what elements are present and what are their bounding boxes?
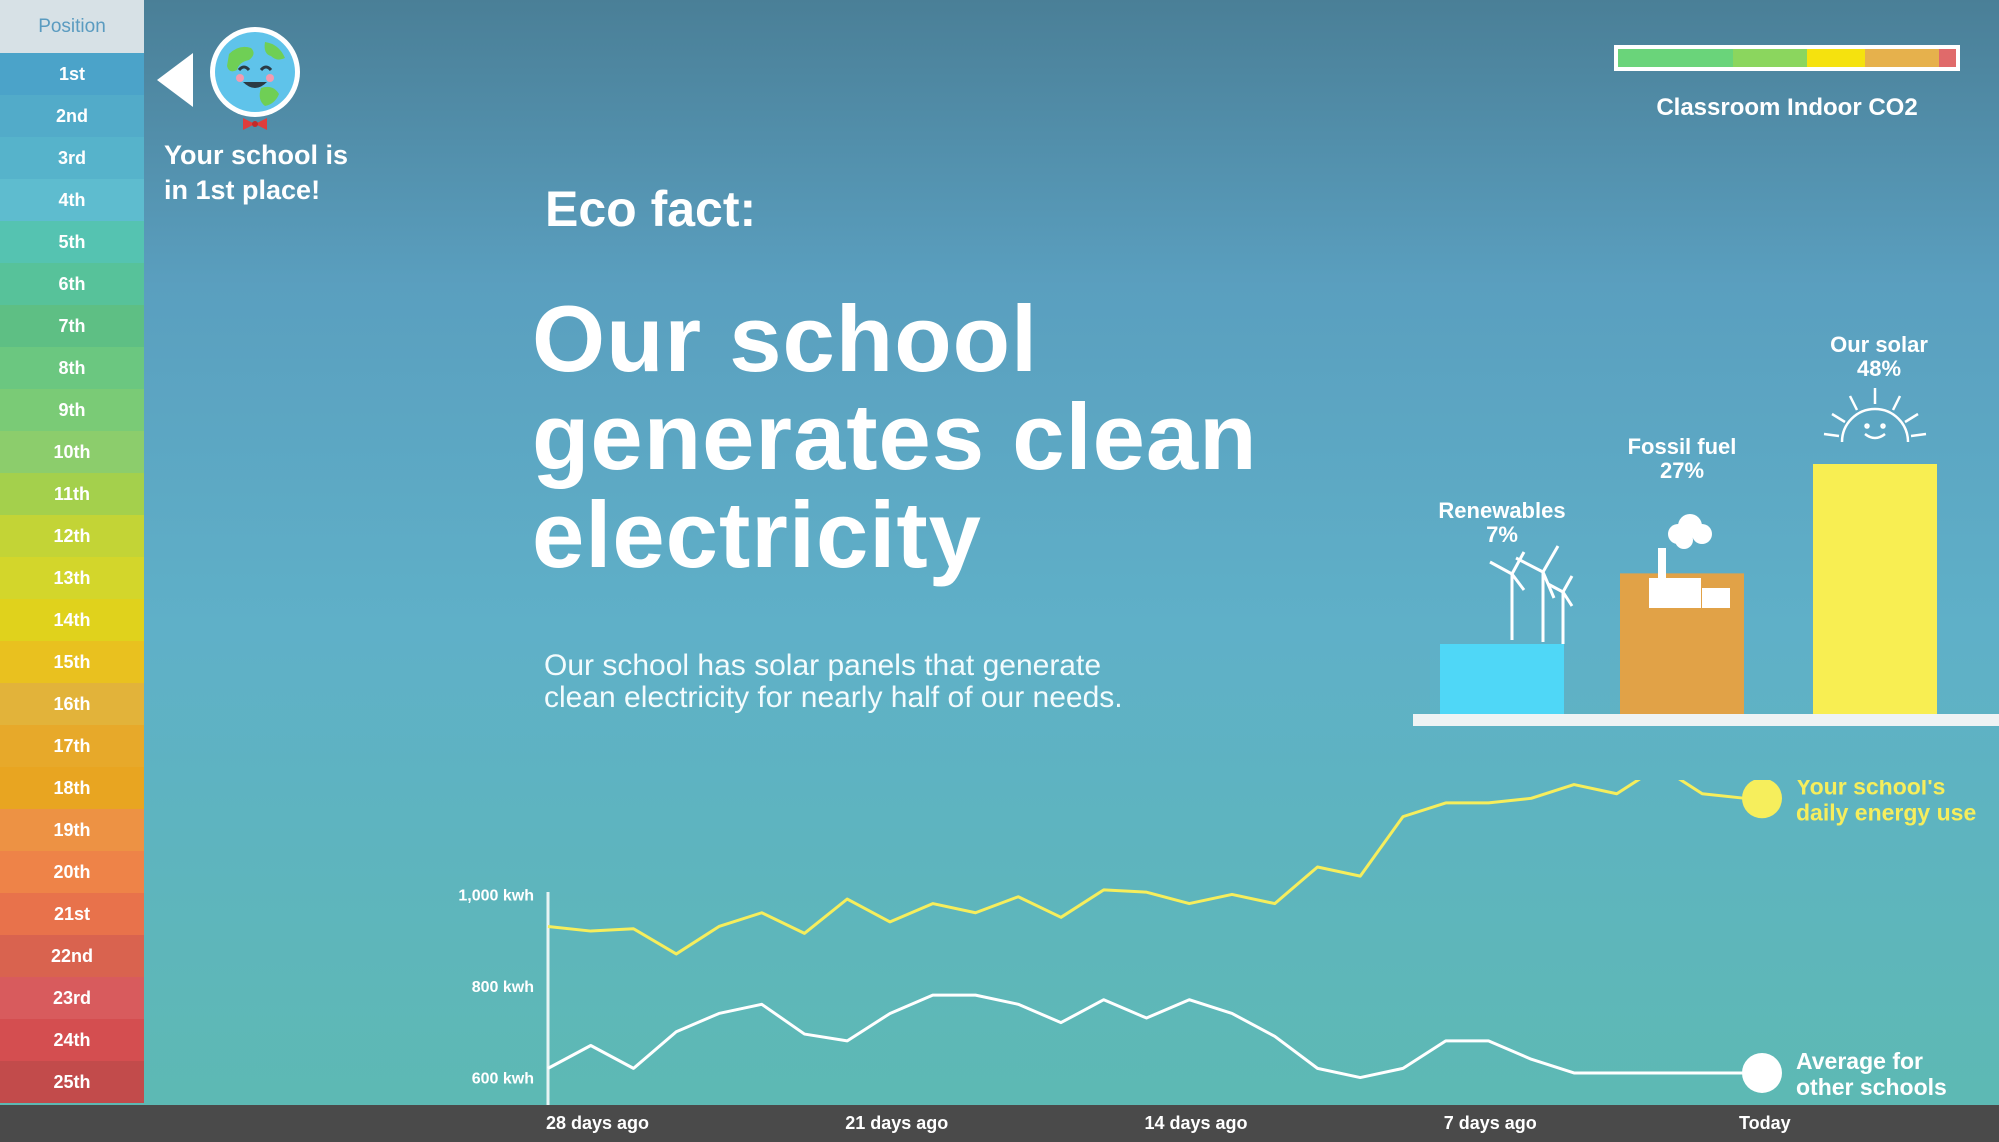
energy-bar-name: Fossil fuel (1628, 434, 1737, 459)
energy-bar-percent: 27% (1660, 458, 1704, 483)
energy-bar-percent: 48% (1857, 356, 1901, 381)
position-row: 18th (0, 767, 144, 809)
position-row: 16th (0, 683, 144, 725)
energy-bar-name: Our solar (1830, 332, 1928, 357)
x-tick-label: 7 days ago (1443, 1113, 1537, 1133)
smiling-globe-icon (210, 27, 300, 130)
position-row: 12th (0, 515, 144, 557)
series-label-line-2: other schools (1796, 1074, 1947, 1100)
desc-line-1: Our school has solar panels that generat… (544, 649, 1102, 682)
x-tick-label: 21 days ago (845, 1113, 949, 1133)
co2-label: Classroom Indoor CO2 (1656, 94, 1918, 121)
place-line-2: in 1st place! (164, 175, 321, 205)
timeline-axis-bar: 28 days ago 21 days ago 14 days ago 7 days … (0, 1105, 1999, 1142)
position-row: 6th (0, 263, 144, 305)
position-header: Position (0, 0, 144, 53)
position-row: 24th (0, 1019, 144, 1061)
position-row: 15th (0, 641, 144, 683)
back-arrow-icon[interactable] (157, 53, 193, 107)
co2-level-bar (1614, 45, 1960, 71)
series-line (547, 993, 1745, 1080)
energy-bar (1440, 644, 1564, 714)
smiling-sun-icon (1823, 388, 1927, 443)
place-message: Your school is in 1st place! (164, 138, 348, 208)
series-line (547, 780, 1746, 956)
x-tick-label: Today (1739, 1113, 1791, 1133)
wind-turbines-icon (1489, 545, 1574, 644)
position-row: 7th (0, 305, 144, 347)
x-tick-label: 28 days ago (546, 1113, 650, 1133)
position-row: 21st (0, 893, 144, 935)
position-row: 9th (0, 389, 144, 431)
eco-fact-headline: Our school generates clean electricity (532, 290, 1432, 584)
energy-use-line-chart: 1,000 kwh 800 kwh 600 kwh Your school'sdail… (458, 780, 1976, 1105)
position-list: 1st 2nd 3rd 4th 5th 6th 7th 8th 9th 10th 11th 12th 1… (0, 53, 144, 1103)
co2-segment (1864, 49, 1940, 67)
factory-icon (1649, 514, 1730, 608)
bar-chart-shelf (1413, 714, 1999, 726)
co2-segment (1939, 49, 1956, 67)
eco-fact-description: Our school has solar panels that generat… (544, 650, 1304, 714)
energy-bar (1813, 464, 1937, 714)
energy-bar-percent: 7% (1486, 522, 1518, 547)
series-end-marker (1742, 780, 1782, 819)
co2-segment (1807, 49, 1865, 67)
position-row: 3rd (0, 137, 144, 179)
headline-line-3: electricity (532, 482, 982, 587)
series-label-line-1: Average for (1796, 1048, 1923, 1074)
position-row: 25th (0, 1061, 144, 1103)
co2-segment (1732, 49, 1808, 67)
position-row: 4th (0, 179, 144, 221)
position-row: 8th (0, 347, 144, 389)
y-tick-label: 1,000 kwh (458, 887, 534, 904)
co2-segment (1618, 49, 1733, 67)
position-row: 13th (0, 557, 144, 599)
series-end-marker (1742, 1052, 1782, 1093)
position-row: 20th (0, 851, 144, 893)
position-sidebar: Position 1st 2nd 3rd 4th 5th 6th 7th 8th 9th 10th… (0, 0, 144, 1105)
series-label-line-1: Your school's (1796, 780, 1945, 799)
position-row: 5th (0, 221, 144, 263)
series-label-line-2: daily energy use (1796, 799, 1976, 825)
position-row: 1st (0, 53, 144, 95)
position-row: 14th (0, 599, 144, 641)
y-tick-label: 800 kwh (472, 979, 534, 996)
position-row: 22nd (0, 935, 144, 977)
headline-line-2: generates clean (532, 384, 1258, 489)
eco-fact-label: Eco fact: (545, 181, 757, 237)
place-line-1: Your school is (164, 140, 349, 170)
position-row: 23rd (0, 977, 144, 1019)
desc-line-2: clean electricity for nearly half of our… (544, 681, 1123, 714)
position-row: 2nd (0, 95, 144, 137)
y-tick-label: 600 kwh (472, 1071, 534, 1088)
energy-bar-name: Renewables (1438, 498, 1565, 523)
x-tick-label: 14 days ago (1144, 1113, 1248, 1133)
position-row: 17th (0, 725, 144, 767)
position-row: 10th (0, 431, 144, 473)
position-row: 11th (0, 473, 144, 515)
position-row: 19th (0, 809, 144, 851)
headline-line-1: Our school (532, 286, 1039, 391)
